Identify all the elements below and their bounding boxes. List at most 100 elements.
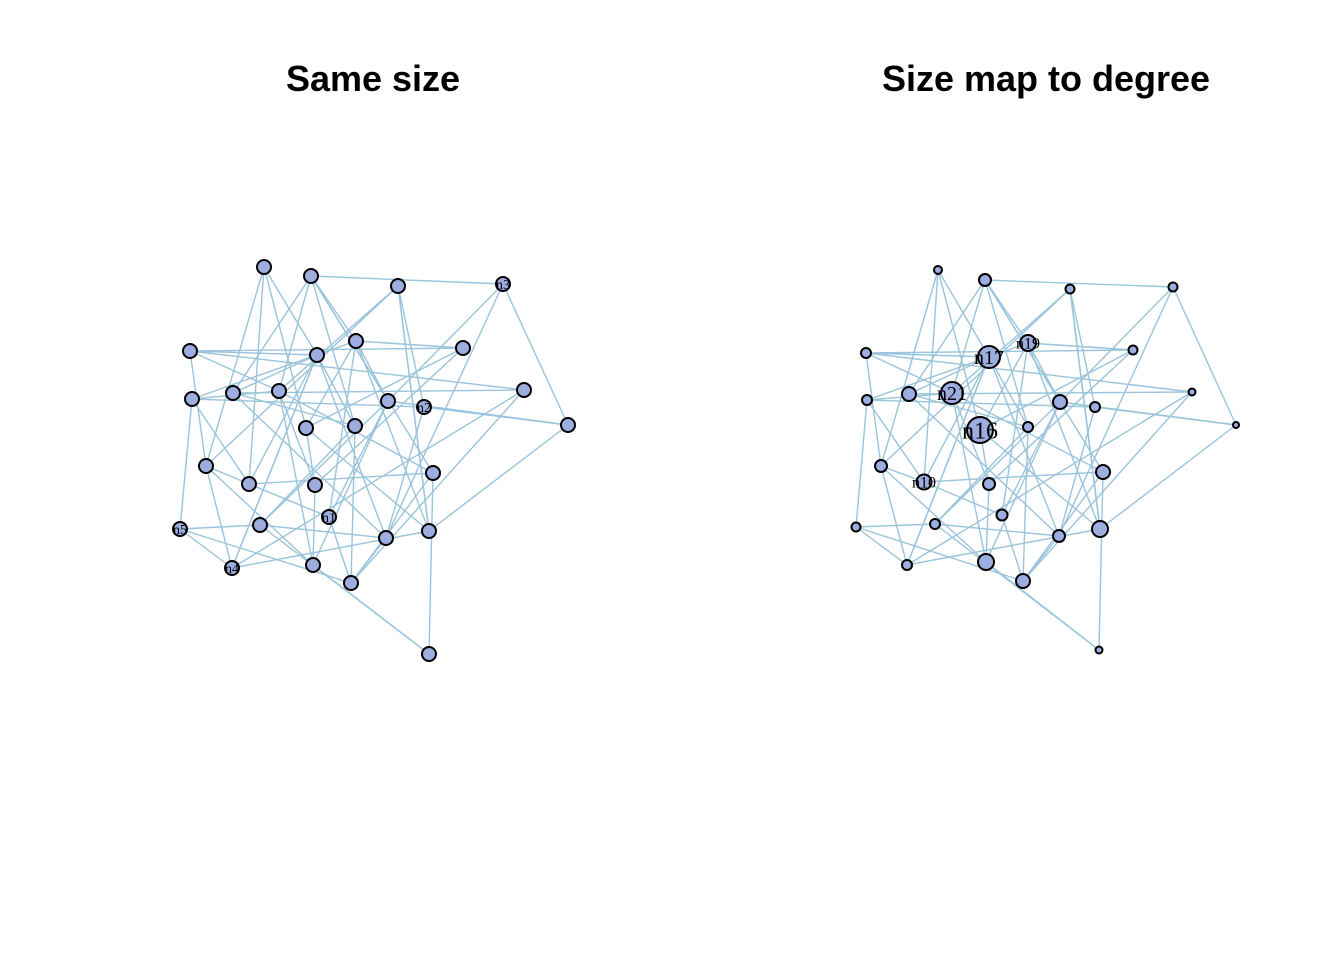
left-edge: [263, 266, 307, 429]
left-edge: [259, 400, 389, 526]
right-edge: [1001, 514, 1024, 582]
left-node: [309, 347, 325, 363]
right-edge: [984, 279, 1174, 288]
left-node: [348, 333, 364, 349]
left-edge: [355, 340, 464, 349]
right-edge: [951, 288, 1071, 394]
left-node: [198, 458, 214, 474]
left-edge: [328, 516, 352, 584]
right-edge: [988, 356, 1060, 537]
left-network-graph: n3 n2 n5 n1 n4: [172, 259, 576, 662]
right-edge: [1172, 286, 1237, 426]
right-edge: [1027, 342, 1101, 530]
left-edge: [189, 347, 464, 352]
left-edge: [305, 340, 357, 429]
left-edge: [355, 340, 430, 532]
left-node: [256, 259, 272, 275]
right-edge: [855, 399, 868, 528]
left-node: [307, 477, 323, 493]
left-edge: [278, 390, 314, 566]
right-edge: [908, 356, 990, 395]
right-edge: [855, 523, 936, 528]
left-edge: [189, 350, 318, 356]
left-node: [305, 557, 321, 573]
right-node: [929, 518, 941, 530]
left-edge: [189, 350, 525, 391]
left-edge: [328, 340, 357, 518]
left-node: [390, 278, 406, 294]
right-edge: [923, 471, 1104, 483]
left-edge: [231, 530, 430, 569]
right-node: [1167, 281, 1179, 293]
right-edge: [865, 352, 990, 358]
left-edge: [259, 524, 387, 539]
panel-title-same-size: Same size: [285, 58, 461, 99]
right-edge: [1022, 426, 1029, 582]
left-edge: [278, 275, 312, 392]
right-node-label: n19: [1016, 336, 1040, 353]
right-edge: [988, 349, 1134, 485]
left-node: [347, 418, 363, 434]
right-edge: [880, 465, 908, 566]
right-node-label: n17: [974, 347, 1004, 369]
left-node: [224, 560, 240, 576]
left-edge: [397, 285, 430, 532]
right-node-label: n16: [962, 418, 998, 444]
left-node: [380, 393, 396, 409]
left-edge: [263, 266, 318, 356]
right-node: [1015, 573, 1031, 589]
left-node: [455, 340, 471, 356]
left-edge: [205, 266, 265, 467]
left-node: [416, 399, 432, 415]
left-edge: [248, 483, 330, 518]
right-edge: [1058, 406, 1096, 537]
right-node: [1232, 421, 1240, 429]
left-node: [298, 420, 314, 436]
left-node: [343, 575, 359, 591]
left-node: [225, 385, 241, 401]
left-edge: [278, 285, 399, 392]
left-node: [516, 382, 532, 398]
left-node-label: n3: [496, 278, 510, 293]
left-node: [303, 268, 319, 284]
left-edge: [305, 347, 464, 429]
left-edge: [305, 427, 316, 486]
right-edge: [1069, 288, 1101, 530]
left-edge: [387, 283, 504, 402]
right-edge: [865, 352, 1193, 393]
right-node: [874, 459, 888, 473]
left-edge: [350, 389, 525, 584]
right-edge: [984, 279, 1029, 428]
right-edge: [1022, 535, 1060, 582]
right-node: [933, 265, 943, 275]
right-edge: [1027, 342, 1061, 403]
right-edge: [866, 342, 1029, 401]
right-node: [1094, 645, 1104, 655]
right-node: [901, 386, 917, 402]
right-edge: [934, 401, 1061, 525]
left-edge: [232, 354, 318, 394]
left-node: [421, 523, 437, 539]
right-node-label: n21: [937, 383, 967, 405]
right-node: [901, 559, 913, 571]
right-edge: [951, 279, 986, 394]
left-edge: [310, 275, 356, 427]
right-node-label: n10: [912, 475, 936, 492]
left-edge: [248, 354, 318, 485]
right-node: [977, 345, 1001, 369]
left-edge: [191, 340, 357, 400]
right-edge: [1058, 286, 1174, 537]
left-node: [495, 276, 511, 292]
right-edge: [951, 392, 987, 563]
right-node: [978, 273, 992, 287]
left-edge: [397, 285, 425, 408]
right-edge: [1069, 288, 1096, 408]
right-edge: [866, 399, 925, 483]
left-edge: [310, 275, 504, 285]
right-edge: [1001, 401, 1061, 516]
right-edge: [923, 269, 939, 483]
left-node: [271, 383, 287, 399]
left-edge: [232, 392, 387, 539]
right-edge: [906, 391, 1193, 566]
right-network-graph: n17 n19 n21 n16 n10: [850, 265, 1240, 655]
